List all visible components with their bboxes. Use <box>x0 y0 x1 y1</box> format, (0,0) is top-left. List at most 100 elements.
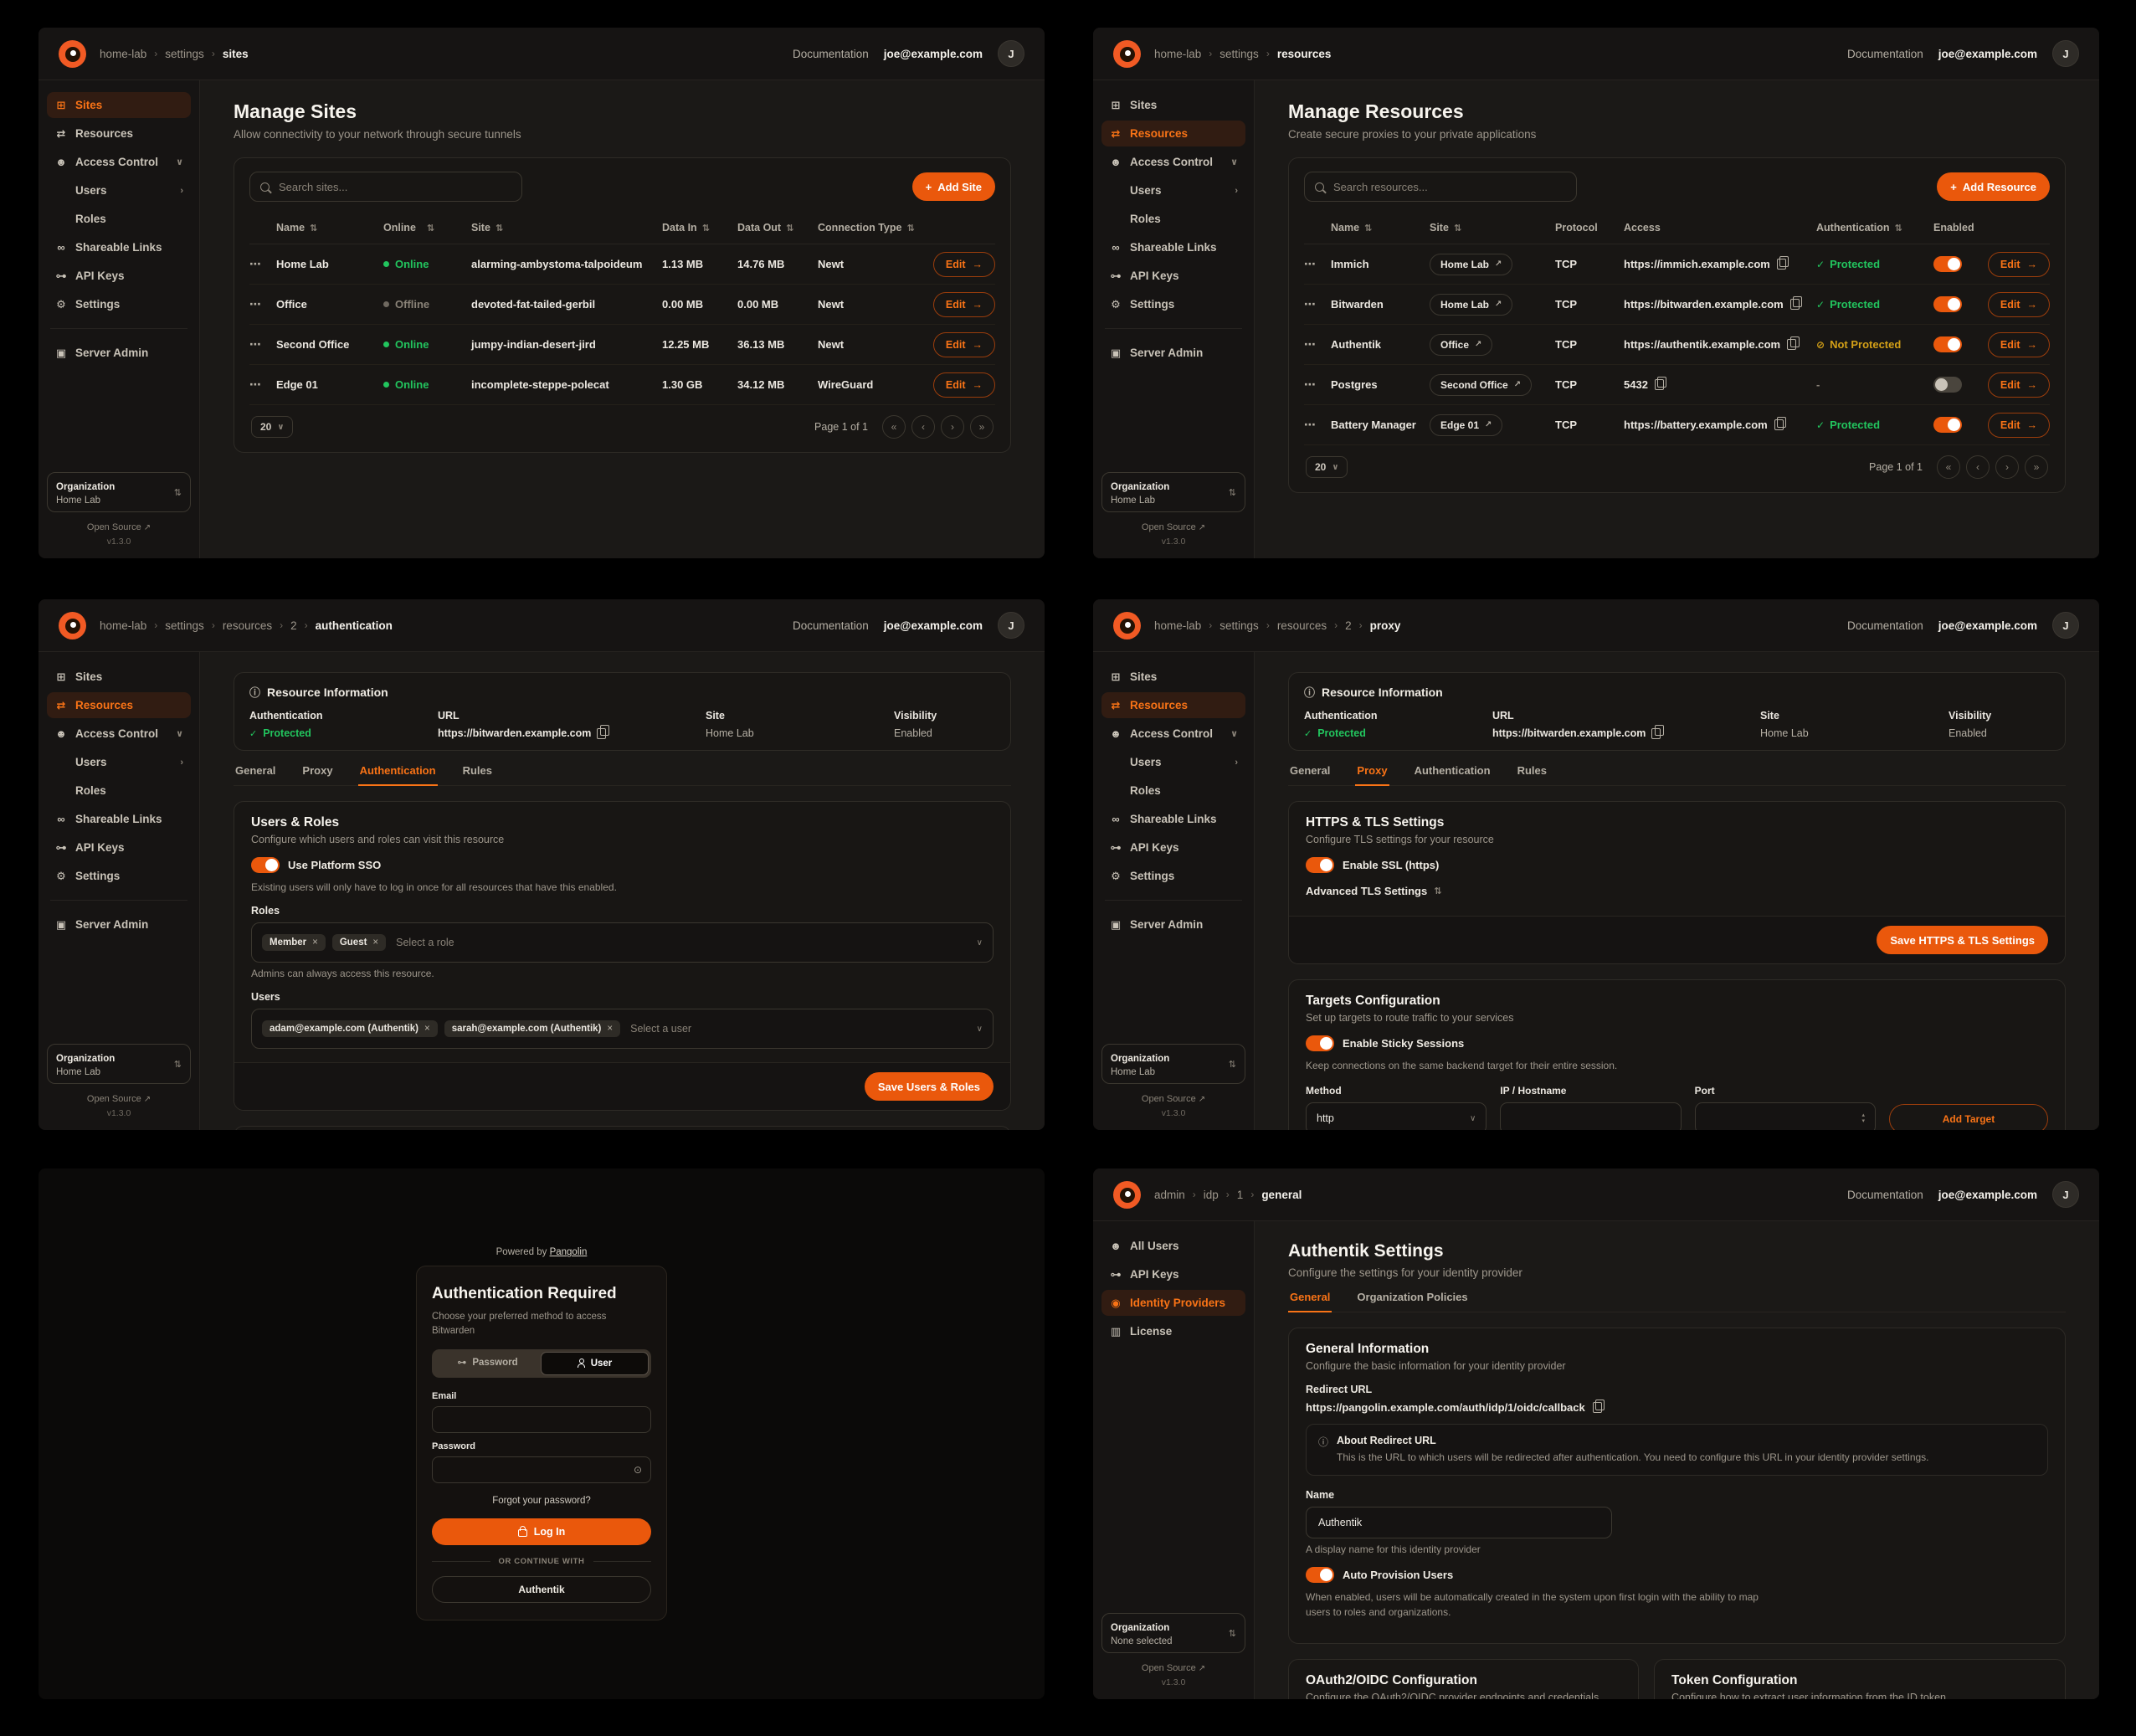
breadcrumb-item[interactable]: proxy <box>1369 619 1401 632</box>
advanced-tls-settings-toggle[interactable]: Advanced TLS Settings ⇅ <box>1306 885 1442 897</box>
user-chip[interactable]: adam@example.com (Authentik) × <box>262 1020 438 1037</box>
sidebar-item[interactable]: Roles <box>47 206 191 232</box>
stepper-icon[interactable]: ▴ ▾ <box>1861 1112 1865 1124</box>
row-menu-icon[interactable]: ⋯ <box>1304 257 1316 270</box>
sidebar-item[interactable]: Shareable Links <box>1101 806 1245 832</box>
pagination-last-button[interactable]: » <box>2025 455 2048 479</box>
documentation-link[interactable]: Documentation <box>1846 47 1923 60</box>
remove-chip-icon[interactable]: × <box>312 937 318 948</box>
hostname-input[interactable] <box>1500 1102 1682 1130</box>
sidebar-item[interactable]: Resources <box>1101 121 1245 146</box>
pagination-first-button[interactable]: « <box>882 415 906 439</box>
sidebar-item[interactable]: Shareable Links <box>47 806 191 832</box>
documentation-link[interactable]: Documentation <box>1846 1188 1923 1201</box>
tab[interactable]: Proxy <box>1355 764 1389 786</box>
org-picker[interactable]: Organization Home Lab ⇅ <box>47 472 191 512</box>
edit-button[interactable]: Edit → <box>1987 251 2050 277</box>
search-input[interactable] <box>1304 172 1577 202</box>
sidebar-item[interactable]: Users › <box>1101 749 1245 775</box>
breadcrumb-item[interactable]: home-lab › <box>1154 47 1213 60</box>
sidebar-item[interactable]: Shareable Links <box>47 234 191 260</box>
tab[interactable]: General <box>235 764 276 777</box>
row-menu-icon[interactable]: ⋯ <box>249 337 261 351</box>
copy-icon[interactable] <box>1651 725 1664 739</box>
user-email[interactable]: joe@example.com <box>883 47 983 60</box>
breadcrumb-item[interactable]: 1 › <box>1236 1188 1255 1201</box>
org-picker[interactable]: Organization Home Lab ⇅ <box>1101 472 1245 512</box>
breadcrumb-item[interactable]: resources <box>1276 47 1332 60</box>
site-link[interactable]: Edge 01 ↗ <box>1430 413 1503 436</box>
sidebar-item[interactable]: Resources <box>1101 692 1245 718</box>
sidebar-item[interactable]: API Keys <box>47 835 191 860</box>
documentation-link[interactable]: Documentation <box>792 47 869 60</box>
table-row[interactable]: ⋯ Edge 01 Online incomplete-steppe-polec… <box>249 365 995 405</box>
pangolin-logo[interactable] <box>59 611 86 639</box>
sidebar-item[interactable]: All Users <box>1101 1233 1245 1259</box>
table-row[interactable]: ⋯ Postgres Second Office ↗ TCP 5432 - Edi… <box>1304 365 2050 405</box>
table-row[interactable]: ⋯ Bitwarden Home Lab ↗ TCP https://bitwar… <box>1304 285 2050 325</box>
user-tab[interactable]: User <box>541 1351 649 1375</box>
breadcrumb-item[interactable]: home-lab › <box>100 47 158 60</box>
breadcrumb-item[interactable]: general <box>1261 1188 1302 1201</box>
row-menu-icon[interactable]: ⋯ <box>1304 418 1316 431</box>
documentation-link[interactable]: Documentation <box>792 619 869 632</box>
sidebar-item[interactable]: Sites <box>47 664 191 690</box>
sidebar-item[interactable]: Access Control ∨ <box>47 149 191 175</box>
sidebar-item[interactable]: Settings <box>1101 863 1245 889</box>
sidebar-item[interactable]: Roles <box>47 778 191 804</box>
sidebar-item[interactable]: Settings <box>1101 291 1245 317</box>
org-picker[interactable]: Organization Home Lab ⇅ <box>1101 1044 1245 1084</box>
copy-icon[interactable] <box>597 725 609 739</box>
add-target-button[interactable]: Add Target <box>1888 1104 2048 1130</box>
breadcrumb-item[interactable]: settings › <box>1219 619 1270 632</box>
breadcrumb-item[interactable]: idp › <box>1203 1188 1230 1201</box>
row-menu-icon[interactable]: ⋯ <box>1304 337 1316 351</box>
avatar[interactable]: J <box>998 40 1024 67</box>
breadcrumb-item[interactable]: settings › <box>1219 47 1270 60</box>
sort-icon[interactable]: ⇅ <box>1364 223 1373 234</box>
user-email[interactable]: joe@example.com <box>883 619 983 632</box>
pangolin-logo[interactable] <box>1113 1180 1141 1209</box>
edit-button[interactable]: Edit → <box>1987 291 2050 317</box>
sidebar-item[interactable]: Settings <box>47 863 191 889</box>
site-link[interactable]: Office ↗ <box>1430 333 1493 356</box>
eye-icon[interactable]: ⊙ <box>633 1463 642 1476</box>
enabled-toggle[interactable] <box>1933 256 1962 272</box>
open-source-link[interactable]: Open Source ↗ <box>1141 1663 1206 1673</box>
sidebar-item[interactable]: License <box>1101 1318 1245 1344</box>
sidebar-item[interactable]: Sites <box>47 92 191 118</box>
sidebar-item[interactable]: Users › <box>47 749 191 775</box>
row-menu-icon[interactable]: ⋯ <box>1304 378 1316 391</box>
breadcrumb-item[interactable]: home-lab › <box>1154 619 1213 632</box>
copy-icon[interactable] <box>1789 295 1803 310</box>
page-size-select[interactable]: 20 ∨ <box>251 416 294 438</box>
sidebar-item[interactable]: Users › <box>47 177 191 203</box>
org-picker[interactable]: Organization None selected ⇅ <box>1101 1613 1245 1653</box>
email-input[interactable] <box>432 1405 651 1433</box>
enabled-toggle[interactable] <box>1933 296 1962 312</box>
pangolin-logo[interactable] <box>1113 611 1141 639</box>
breadcrumb-item[interactable]: admin › <box>1154 1188 1196 1201</box>
edit-button[interactable]: Edit → <box>932 291 995 317</box>
pagination-prev-button[interactable]: ‹ <box>1966 455 1990 479</box>
breadcrumb-item[interactable]: home-lab › <box>100 619 158 632</box>
site-link[interactable]: Home Lab ↗ <box>1430 293 1513 316</box>
open-source-link[interactable]: Open Source ↗ <box>1141 1094 1206 1104</box>
sort-icon[interactable]: ⇅ <box>495 223 504 234</box>
site-link[interactable]: Home Lab ↗ <box>1430 253 1513 275</box>
page-size-select[interactable]: 20 ∨ <box>1306 456 1348 478</box>
user-email[interactable]: joe@example.com <box>1938 47 2037 60</box>
copy-icon[interactable] <box>1776 255 1789 270</box>
add-resource-button[interactable]: + Add Resource <box>1937 172 2050 201</box>
method-select[interactable]: http ∨ <box>1306 1102 1487 1130</box>
authentik-sso-button[interactable]: Authentik <box>432 1575 651 1603</box>
sort-icon[interactable]: ⇅ <box>1453 223 1462 234</box>
copy-icon[interactable] <box>1592 1399 1605 1413</box>
copy-icon[interactable] <box>1774 416 1787 430</box>
user-chip[interactable]: sarah@example.com (Authentik) × <box>444 1020 621 1037</box>
breadcrumb-item[interactable]: 2 › <box>1345 619 1363 632</box>
avatar[interactable]: J <box>2052 1181 2079 1208</box>
enabled-toggle[interactable] <box>1933 417 1962 433</box>
table-row[interactable]: ⋯ Office Offline devoted-fat-tailed-gerb… <box>249 285 995 325</box>
avatar[interactable]: J <box>2052 612 2079 639</box>
